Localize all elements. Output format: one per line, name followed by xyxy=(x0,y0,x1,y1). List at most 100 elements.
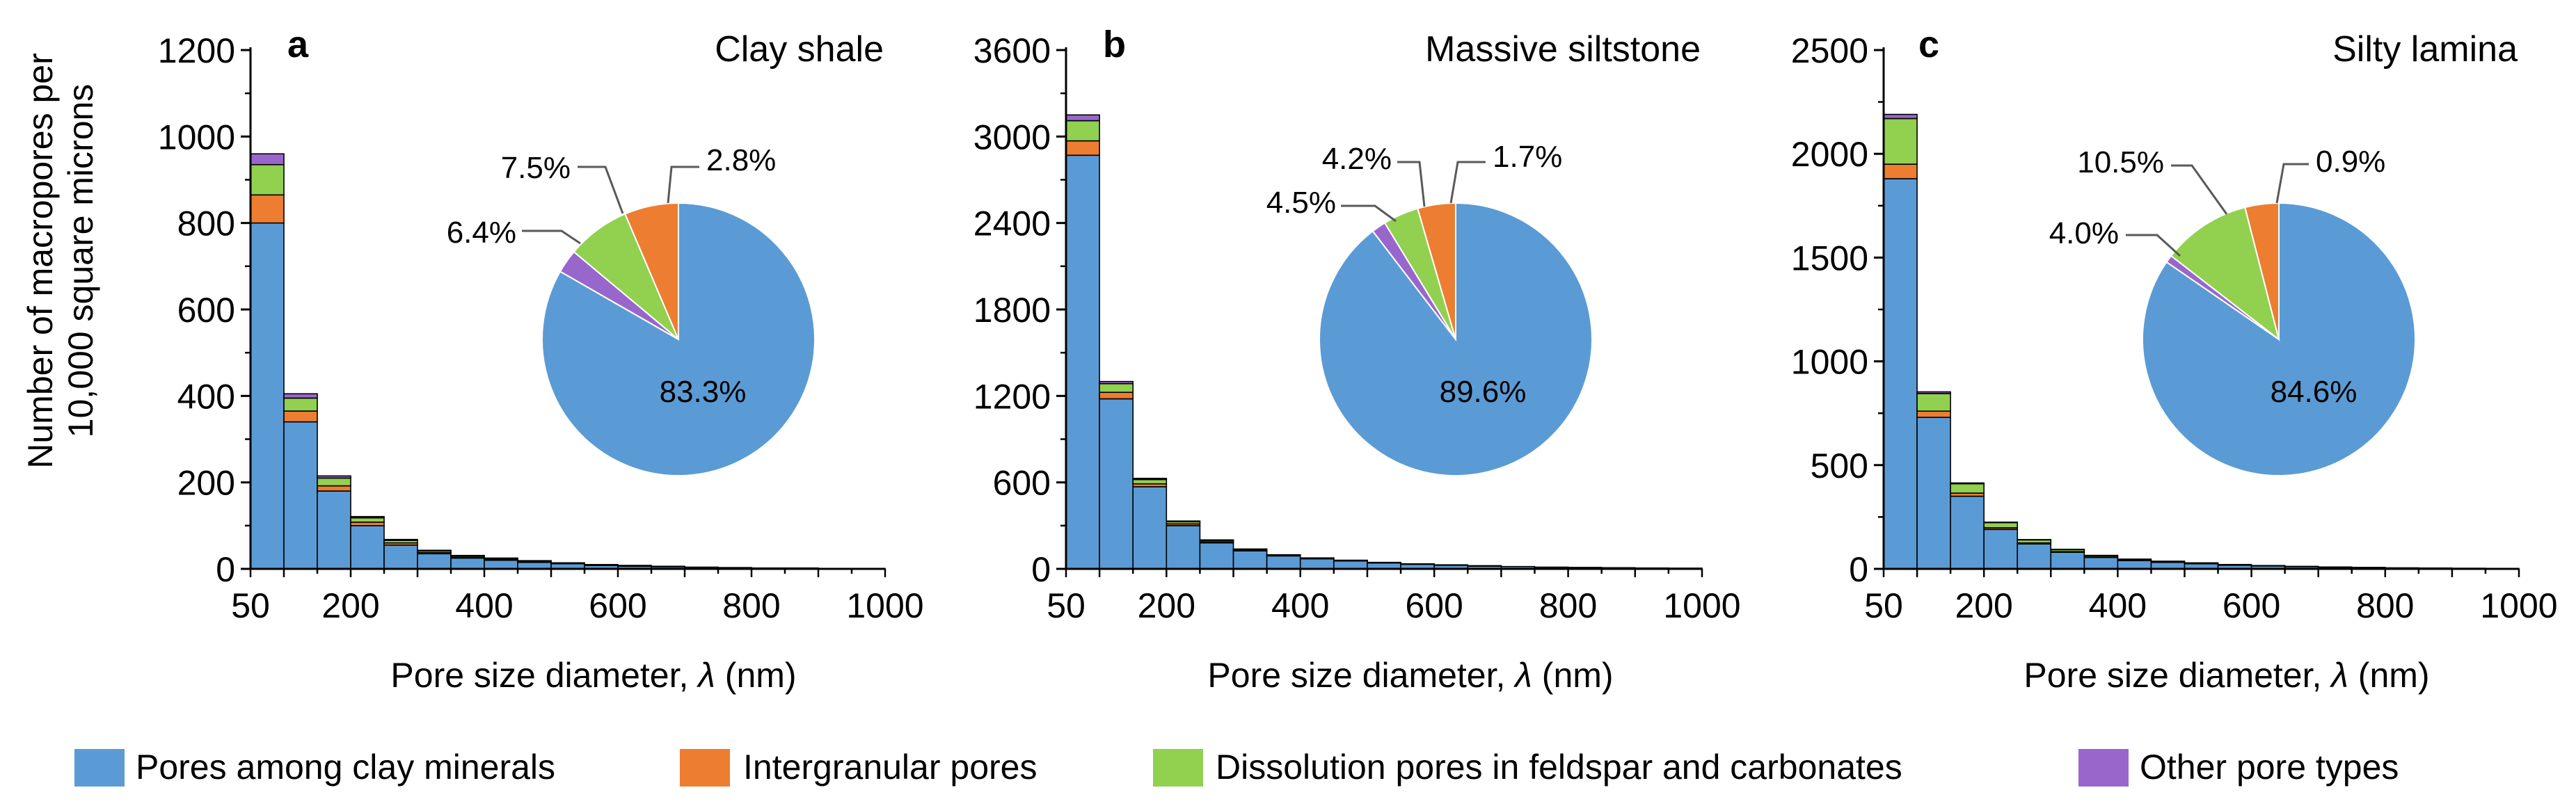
panel-a-bar-0-1 xyxy=(283,421,318,570)
panel-a-xlabel: Pore size diameter, λ (nm) xyxy=(390,656,796,695)
panel-b-y-tick-label: 3600 xyxy=(973,31,1051,70)
panel-b-bar-2-2 xyxy=(1132,478,1168,485)
panel-b-bar-1-1 xyxy=(1099,392,1134,400)
panel-b-x-tick-label: 50 xyxy=(1047,586,1086,625)
legend-swatch-other xyxy=(2078,749,2129,787)
panel-c-bar-2-1 xyxy=(1916,393,1951,412)
panel-c-bar-2-11 xyxy=(2250,565,2286,567)
panel-b-bar-0-0 xyxy=(1065,154,1100,570)
panel-a-bar-0-6 xyxy=(450,557,485,570)
panel-a-bar-0-0 xyxy=(250,222,285,570)
panel-c-bar-0-0 xyxy=(1883,178,1918,570)
panel-a-bar-3-0 xyxy=(250,153,285,166)
panel-b-bar-0-3 xyxy=(1166,525,1201,570)
y-axis-title-line1: Number of macropores per xyxy=(21,53,60,468)
panel-a-bar-2-1 xyxy=(283,397,318,412)
panel-b: 0 600 1200 1800 2400 3000 3600 50 200 400 600 800 10… xyxy=(973,24,1741,695)
panel-b-pie: 89.6% 4.5% 4.2% 1.7% xyxy=(1266,140,1593,476)
panel-c-y-tick-label: 2500 xyxy=(1791,31,1868,70)
panel-a-bar-0-7 xyxy=(484,559,518,570)
panel-a-y-tick-label: 600 xyxy=(177,291,235,330)
panel-b-x-tick-label: 200 xyxy=(1138,586,1195,625)
panel-a-bar-0-4 xyxy=(383,545,418,570)
panel-c-bar-0-1 xyxy=(1916,417,1951,570)
panel-a-pie-leader-1 xyxy=(522,229,581,245)
panel-a-bar-2-2 xyxy=(317,477,351,487)
panel-a-bar-1-0 xyxy=(250,194,285,224)
panel-b-bar-0-1 xyxy=(1099,398,1134,570)
panel-b-pie-slice-1 xyxy=(1417,202,1456,340)
panel-b-pie-leader-1 xyxy=(1341,204,1397,223)
panel-c-bar-0-7 xyxy=(2117,560,2152,570)
panel-b-bar-0-7 xyxy=(1299,558,1335,570)
panel-a-x-tick-label: 400 xyxy=(455,586,513,625)
panel-c-y-tick-label: 0 xyxy=(1849,550,1868,589)
panel-b-x-tick-label: 600 xyxy=(1405,586,1463,625)
panel-c-bar-0-5 xyxy=(2050,551,2085,570)
panel-b-title: Massive siltstone xyxy=(1425,29,1701,70)
panel-c-bar-1-1 xyxy=(1916,410,1951,418)
panel-c-pie-label-3: 0.9% xyxy=(2316,145,2385,179)
panel-b-bar-2-12 xyxy=(1467,565,1502,567)
panel-a-x-tick-label: 1000 xyxy=(846,586,923,625)
panel-c-x-tick-label: 600 xyxy=(2223,586,2280,625)
panel-a-bar-0-3 xyxy=(350,525,385,570)
panel-c-y-tick-label: 2000 xyxy=(1791,135,1868,174)
legend-label-other: Other pore types xyxy=(2140,748,2399,787)
legend: Pores among clay minerals Intergranular … xyxy=(74,748,2399,787)
panel-a-y-tick-label: 1200 xyxy=(158,31,235,70)
panel-c-pie-label-0: 84.6% xyxy=(2271,375,2358,409)
panel-a-y-tick-label: 400 xyxy=(177,377,235,416)
panel-a-bar-2-0 xyxy=(250,163,285,196)
panel-c-bar-3-1 xyxy=(1916,391,1951,394)
panel-b-bar-0-5 xyxy=(1232,550,1268,570)
panel-b-y-tick-label: 600 xyxy=(993,464,1051,503)
panel-a-axes: 0 200 400 600 800 1000 1200 50 200 400 600 800 1000 xyxy=(158,31,924,625)
panel-a-bar-1-1 xyxy=(283,410,318,423)
panel-c-bar-0-3 xyxy=(1983,529,2019,570)
panel-c-bar-2-0 xyxy=(1883,118,1918,165)
panel-a-bar-3-1 xyxy=(283,393,318,399)
panel-c-pie-label-1: 4.0% xyxy=(2049,216,2119,250)
panel-c-bar-3-3 xyxy=(1983,522,2019,524)
legend-swatch-clay xyxy=(74,749,125,787)
panel-b-bar-2-0 xyxy=(1065,120,1100,142)
panel-c-bar-2-3 xyxy=(1983,522,2019,529)
panel-b-y-tick-label: 2400 xyxy=(973,204,1051,243)
panel-c-bar-2-2 xyxy=(1950,483,1985,494)
panel-a-pie-label-1: 6.4% xyxy=(447,216,516,250)
panel-c-xlabel: Pore size diameter, λ (nm) xyxy=(2024,656,2429,695)
panel-c-letter: c xyxy=(1918,24,1939,65)
panel-c-x-tick-label: 400 xyxy=(2089,586,2147,625)
panel-c: 0 500 1000 1500 2000 2500 50 200 400 600 800 1000 c… xyxy=(1791,24,2558,695)
panel-b-x-tick-label: 400 xyxy=(1271,586,1329,625)
panel-a-bar-3-2 xyxy=(317,475,351,479)
panel-a-bar-2-3 xyxy=(350,517,385,523)
panel-b-pie-label-2: 4.2% xyxy=(1322,142,1392,176)
panel-c-axes: 0 500 1000 1500 2000 2500 50 200 400 600 800 1000 xyxy=(1791,31,2558,625)
panel-c-x-tick-label: 200 xyxy=(1955,586,2012,625)
panel-a-pie-leader-2 xyxy=(578,166,624,214)
panel-a-bars xyxy=(250,153,886,570)
panel-a-letter: a xyxy=(287,24,309,65)
y-axis-title-line2: 10,000 square microns xyxy=(61,84,100,438)
panel-c-bar-0-6 xyxy=(2083,556,2119,570)
panel-b-x-tick-label: 800 xyxy=(1539,586,1597,625)
panel-c-bar-2-12 xyxy=(2284,565,2319,567)
panel-a-bar-1-2 xyxy=(317,485,351,492)
panel-b-bar-3-3 xyxy=(1166,520,1201,523)
panel-c-pie: 84.6% 4.0% 10.5% 0.9% xyxy=(2049,145,2416,476)
panel-c-x-tick-label: 1000 xyxy=(2480,586,2557,625)
panel-b-bar-1-0 xyxy=(1065,140,1100,156)
panel-b-bar-2-10 xyxy=(1400,563,1435,565)
panel-b-bar-2-1 xyxy=(1099,382,1134,393)
panel-a-bar-3-5 xyxy=(417,549,452,551)
panel-a-pie: 83.3% 6.4% 7.5% 2.8% xyxy=(447,143,816,476)
panel-c-bar-3-5 xyxy=(2050,549,2085,551)
legend-label-clay: Pores among clay minerals xyxy=(136,748,555,787)
legend-swatch-dissolution xyxy=(1153,749,1203,787)
legend-label-dissolution: Dissolution pores in feldspar and carbon… xyxy=(1216,748,1902,787)
panel-a-pie-leader-3 xyxy=(667,166,699,204)
panel-a-bar-0-2 xyxy=(317,490,351,570)
